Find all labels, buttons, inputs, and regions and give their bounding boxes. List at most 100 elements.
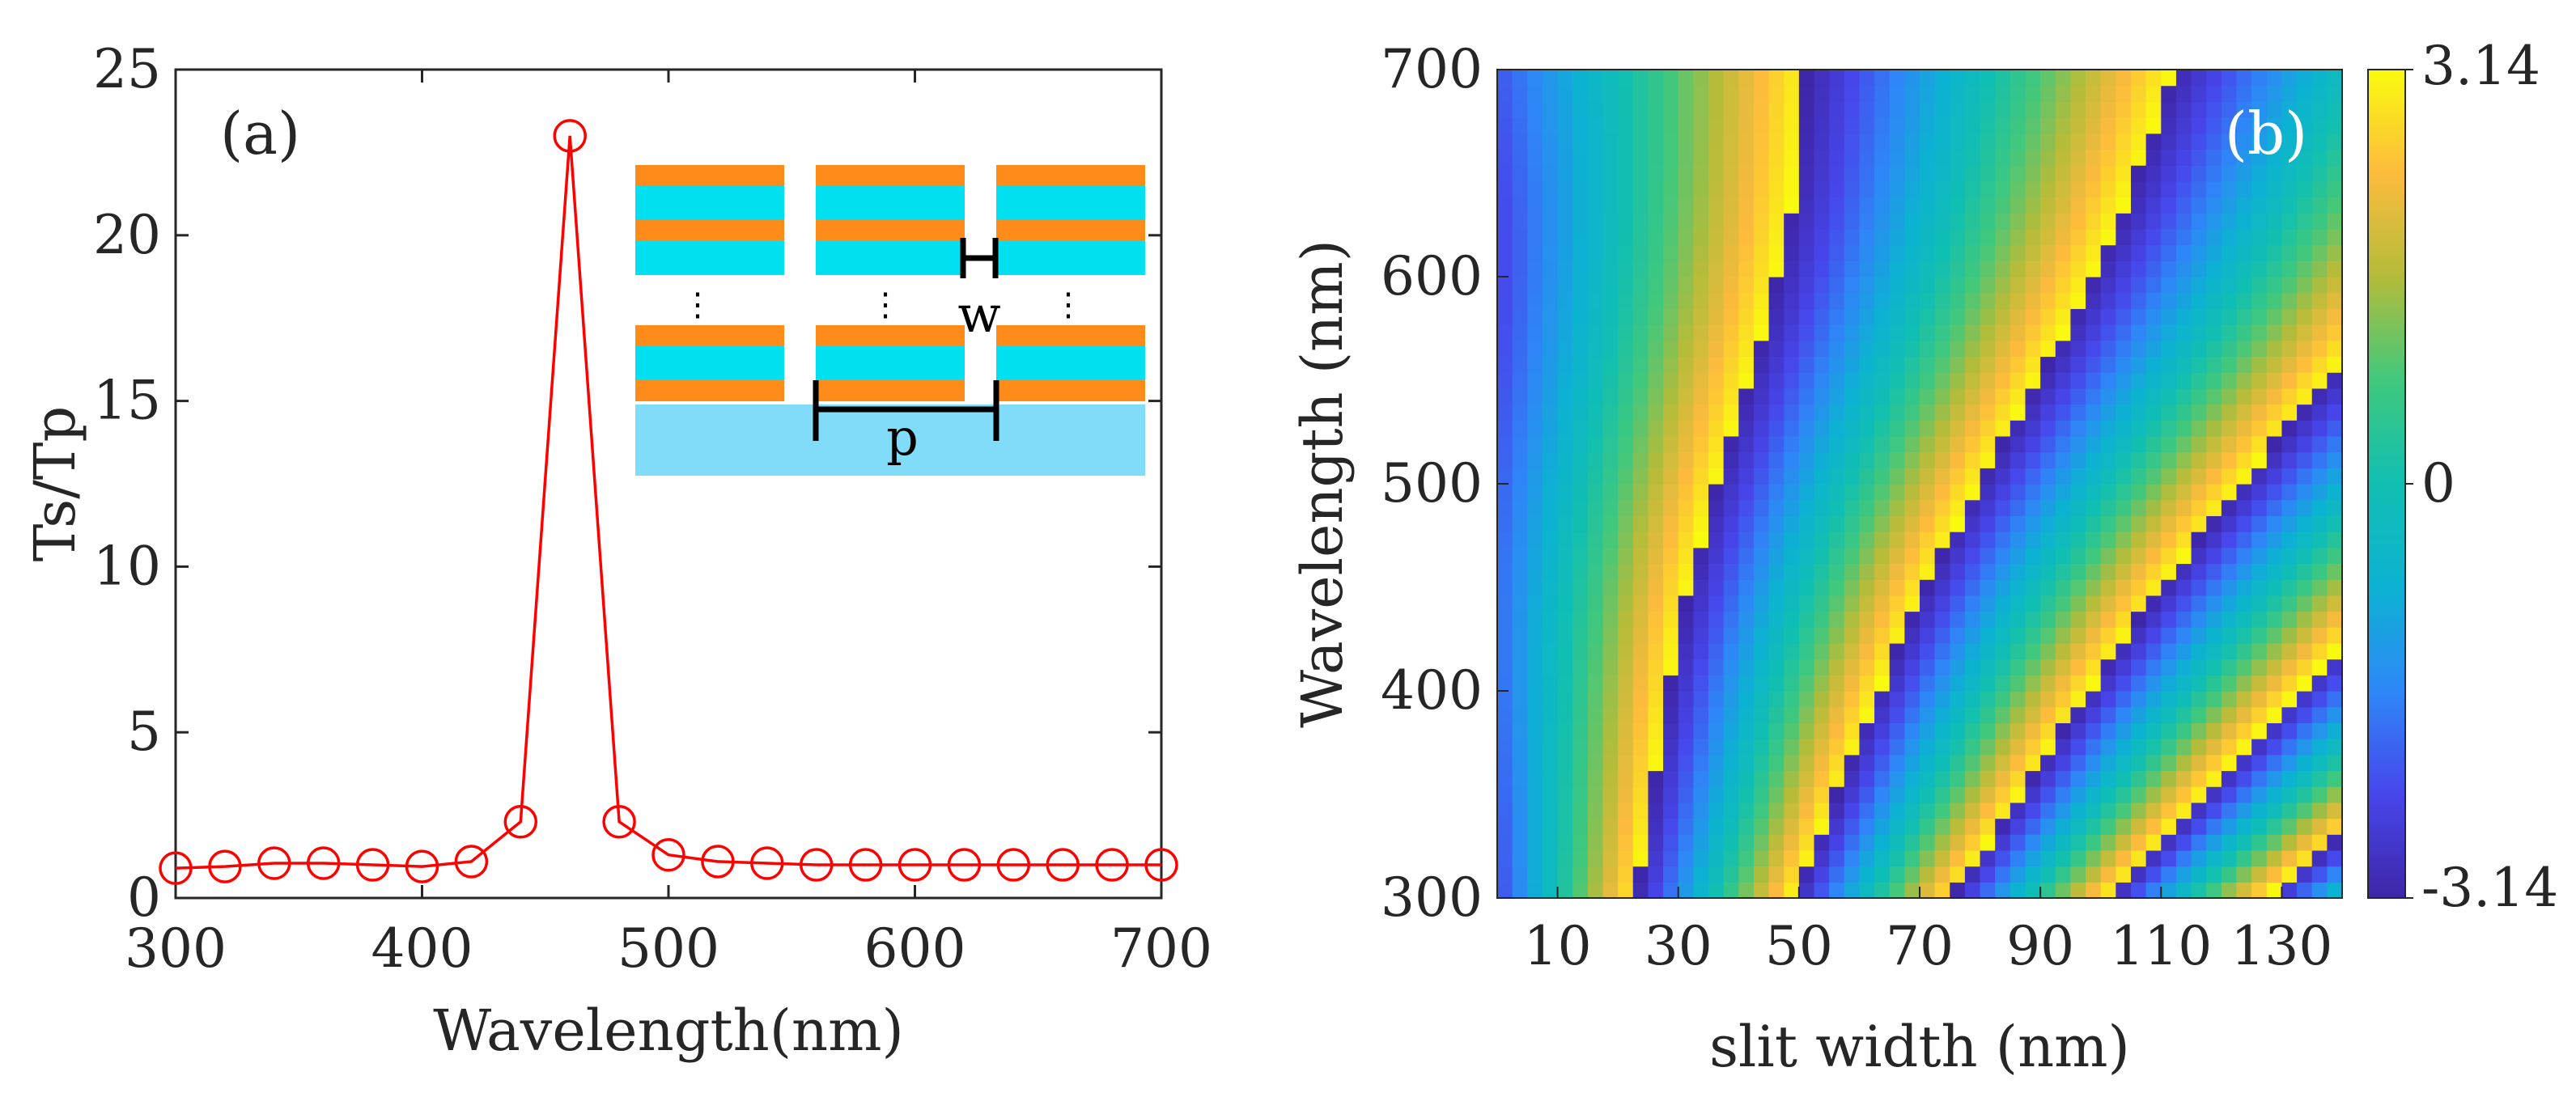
heatmap-cell bbox=[1512, 499, 1528, 516]
heatmap-cell bbox=[2281, 133, 2298, 150]
heatmap-cell bbox=[2145, 340, 2162, 358]
heatmap-cell bbox=[1738, 308, 1755, 325]
heatmap-cell bbox=[2251, 244, 2268, 261]
heatmap-cell bbox=[2251, 308, 2268, 325]
heatmap-cell bbox=[2191, 882, 2207, 898]
heatmap-cell bbox=[1557, 611, 1573, 628]
heatmap-cell bbox=[1738, 691, 1755, 708]
heatmap-cell bbox=[2206, 420, 2222, 437]
heatmap-cell bbox=[1753, 292, 1770, 309]
heatmap-cell bbox=[2009, 675, 2026, 692]
heatmap-cell bbox=[1859, 292, 1875, 309]
heatmap-cell bbox=[1632, 499, 1649, 516]
panel-a-ytick-label: 25 bbox=[93, 38, 161, 100]
heatmap-cell bbox=[2025, 642, 2041, 660]
heatmap-cell bbox=[1663, 372, 1679, 389]
heatmap-cell bbox=[2116, 770, 2132, 787]
heatmap-cell bbox=[1618, 866, 1634, 883]
heatmap-cell bbox=[1723, 308, 1739, 325]
heatmap-cell bbox=[1632, 244, 1649, 261]
heatmap-cell bbox=[2221, 882, 2238, 898]
heatmap-cell bbox=[1693, 404, 1709, 421]
heatmap-cell bbox=[2055, 70, 2072, 87]
heatmap-cell bbox=[2145, 133, 2162, 150]
heatmap-cell bbox=[1678, 372, 1694, 389]
heatmap-cell bbox=[1889, 834, 1905, 851]
heatmap-cell bbox=[1920, 197, 1936, 214]
heatmap-cell bbox=[2251, 117, 2268, 134]
heatmap-cell bbox=[2070, 579, 2086, 596]
heatmap-cell bbox=[2175, 277, 2192, 294]
heatmap-cell bbox=[2145, 213, 2162, 230]
heatmap-cell bbox=[1980, 70, 1996, 87]
heatmap-cell bbox=[1542, 849, 1559, 867]
heatmap-cell bbox=[2311, 675, 2328, 692]
heatmap-cell bbox=[2297, 627, 2313, 644]
heatmap-cell bbox=[1768, 213, 1785, 230]
heatmap-cell bbox=[2236, 356, 2252, 373]
heatmap-cell bbox=[2116, 484, 2132, 501]
heatmap-cell bbox=[2040, 435, 2056, 453]
heatmap-cell bbox=[1557, 515, 1573, 532]
heatmap-cell bbox=[1557, 722, 1573, 739]
heatmap-cell bbox=[1980, 611, 1996, 628]
heatmap-cell bbox=[2025, 818, 2041, 835]
heatmap-cell bbox=[1829, 324, 1845, 341]
heatmap-cell bbox=[2040, 101, 2056, 118]
heatmap-cell bbox=[1572, 532, 1589, 548]
heatmap-cell bbox=[1542, 356, 1559, 373]
heatmap-cell bbox=[1874, 70, 1891, 87]
heatmap-cell bbox=[1648, 277, 1664, 294]
heatmap-cell bbox=[2145, 451, 2162, 468]
heatmap-cell bbox=[1512, 117, 1528, 134]
heatmap-cell bbox=[1980, 706, 1996, 723]
heatmap-cell bbox=[1602, 420, 1619, 437]
heatmap-cell bbox=[1753, 85, 1770, 102]
inset-dots-2: ⋮ bbox=[869, 286, 902, 324]
heatmap-cell bbox=[1527, 818, 1543, 835]
heatmap-cell bbox=[1542, 754, 1559, 772]
heatmap-cell bbox=[1934, 818, 1950, 835]
heatmap-cell bbox=[1723, 659, 1739, 676]
heatmap-cell bbox=[2116, 244, 2132, 261]
colorbar-ticks: 3.140-3.14 bbox=[2405, 35, 2558, 919]
heatmap-cell bbox=[1950, 786, 1966, 803]
heatmap-cell bbox=[1527, 244, 1543, 261]
heatmap-cell bbox=[2086, 802, 2102, 820]
heatmap-cell bbox=[1889, 754, 1905, 772]
heatmap-cell bbox=[1814, 770, 1830, 787]
heatmap-cell bbox=[1995, 435, 2011, 453]
heatmap-cell bbox=[2055, 499, 2072, 516]
heatmap-cell bbox=[2221, 292, 2238, 309]
heatmap-cell bbox=[1693, 818, 1709, 835]
heatmap-cell bbox=[2009, 834, 2026, 851]
heatmap-cell bbox=[2131, 802, 2147, 820]
heatmap-cell bbox=[2055, 675, 2072, 692]
heatmap-cell bbox=[1723, 515, 1739, 532]
heatmap-cell bbox=[2327, 484, 2342, 501]
heatmap-cell bbox=[2161, 866, 2177, 883]
heatmap-cell bbox=[1798, 180, 1815, 198]
heatmap-cell bbox=[2251, 101, 2268, 118]
heatmap-cell bbox=[1663, 754, 1679, 772]
heatmap-cell bbox=[2311, 404, 2328, 421]
heatmap-cell bbox=[1542, 117, 1559, 134]
heatmap-cell bbox=[1587, 499, 1604, 516]
heatmap-cell bbox=[1874, 579, 1891, 596]
heatmap-cell bbox=[2206, 340, 2222, 358]
heatmap-cell bbox=[1557, 228, 1573, 246]
heatmap-cell bbox=[1602, 372, 1619, 389]
heatmap-cell bbox=[1934, 595, 1950, 612]
heatmap-cell bbox=[2055, 627, 2072, 644]
heatmap-cell bbox=[1678, 404, 1694, 421]
heatmap-cell bbox=[1512, 292, 1528, 309]
heatmap-cell bbox=[2161, 611, 2177, 628]
heatmap-cell bbox=[2251, 754, 2268, 772]
heatmap-cell bbox=[1557, 308, 1573, 325]
heatmap-cell bbox=[2161, 101, 2177, 118]
heatmap-cell bbox=[2311, 356, 2328, 373]
heatmap-cell bbox=[1708, 675, 1725, 692]
heatmap-cell bbox=[1814, 244, 1830, 261]
heatmap-cell bbox=[1497, 802, 1513, 820]
heatmap-cell bbox=[2175, 579, 2192, 596]
